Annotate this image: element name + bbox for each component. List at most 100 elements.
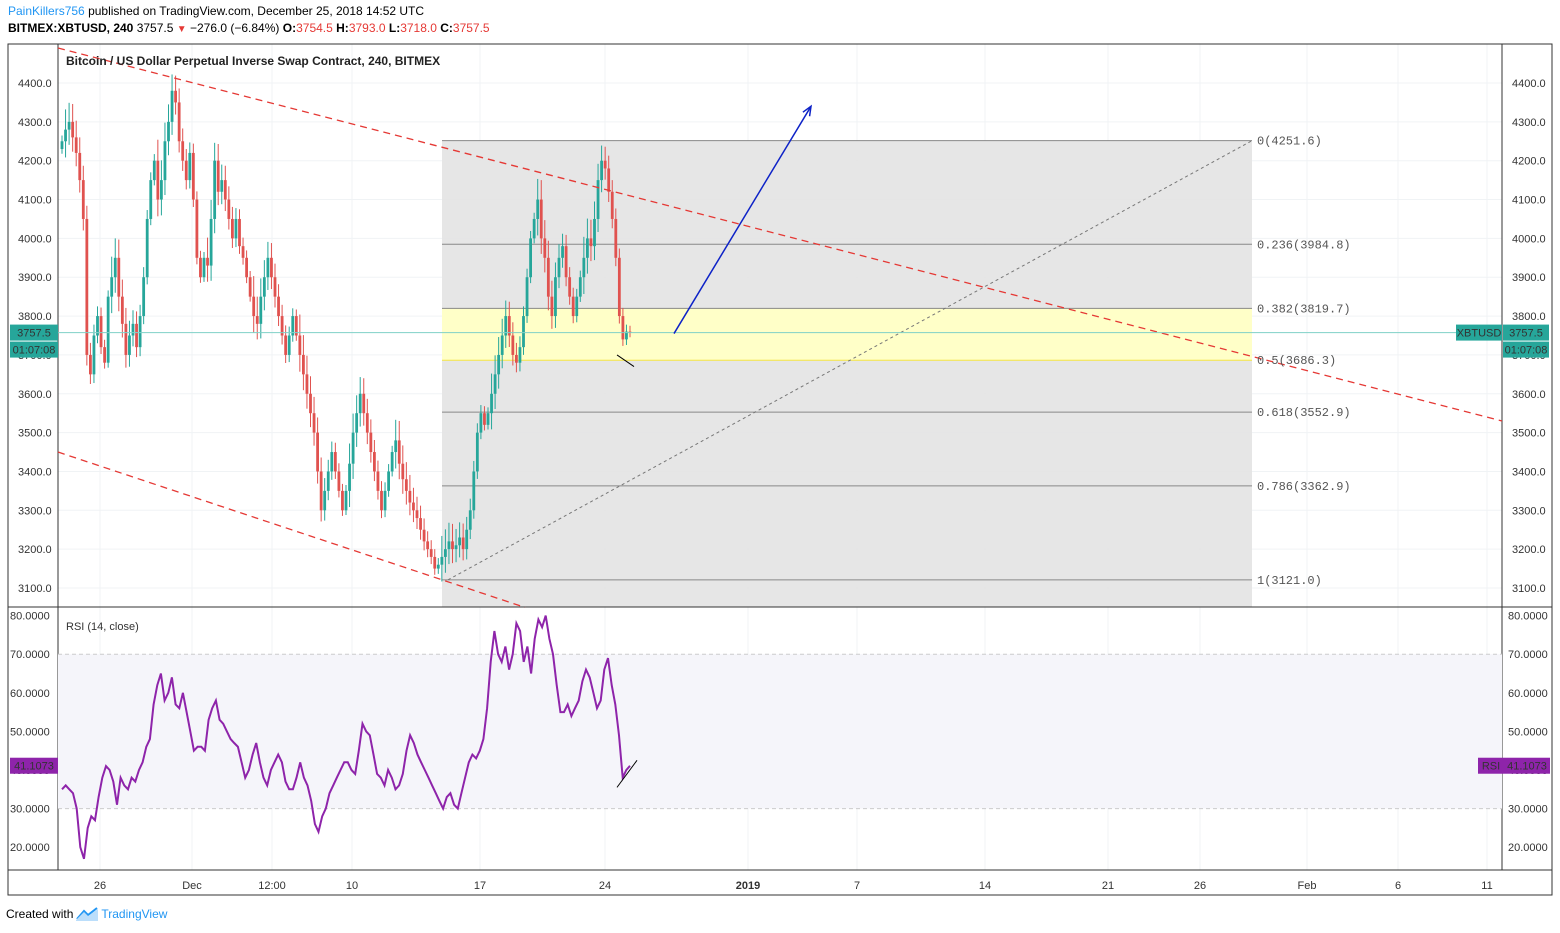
candle-body (433, 556, 437, 569)
candle-body (128, 335, 131, 355)
candle-body (550, 296, 554, 317)
candle (571, 287, 575, 324)
candle (543, 220, 547, 273)
candle (358, 377, 362, 427)
candle-body (536, 199, 540, 219)
countdown-tag-right-text: 01:07:08 (1505, 345, 1548, 357)
candle-body (582, 257, 586, 278)
candle (621, 307, 625, 346)
rsi-tag-right-text: 41.1073 (1507, 761, 1547, 773)
candle (213, 142, 217, 234)
candle-body (593, 218, 596, 247)
candle-body (539, 199, 543, 239)
low-label: L: (388, 21, 401, 35)
candle-body (202, 257, 206, 278)
candle-body (507, 316, 511, 336)
candle-body (497, 354, 501, 375)
rsi-tick-left: 30.0000 (10, 804, 50, 816)
price-tick-right: 4400.0 (1512, 78, 1546, 90)
candle (202, 251, 206, 282)
candle (568, 267, 572, 305)
candle-body (351, 432, 355, 464)
fib-level-label: 1(3121.0) (1257, 574, 1322, 588)
chart-frame (7, 43, 1553, 896)
author-name[interactable]: PainKillers756 (8, 4, 85, 18)
price-tick-right: 4200.0 (1512, 156, 1546, 168)
candle (167, 104, 170, 156)
candle-body (280, 316, 284, 336)
rsi-name-tag-bg (1478, 757, 1504, 774)
rsi-tick-right: 80.0000 (1508, 611, 1548, 623)
price-tag-left: 3757.5 (10, 324, 58, 341)
candle (266, 241, 270, 290)
candle (152, 154, 156, 186)
candle-body (422, 529, 426, 542)
candle-body (277, 296, 280, 317)
projection-arrow-line (673, 105, 812, 334)
candle-body (149, 180, 153, 219)
candle (351, 413, 355, 479)
price-tag-left-bg (10, 324, 58, 341)
rsi-tick-left: 20.0000 (10, 842, 50, 854)
candle-body (106, 296, 110, 363)
candle-body (373, 452, 376, 472)
tradingview-link[interactable]: TradingView (101, 907, 168, 921)
candle (78, 137, 82, 193)
rsi-tick-right: 70.0000 (1508, 649, 1548, 661)
candle-body (546, 257, 550, 297)
candle (277, 284, 280, 327)
candle (170, 74, 174, 135)
candle (333, 442, 337, 479)
candle (163, 122, 167, 196)
candle (223, 165, 227, 212)
candle (617, 248, 621, 324)
candle (383, 482, 387, 518)
rsi-name-tag-text: RSI (1482, 761, 1500, 773)
candle-body (404, 479, 408, 491)
rsi-tag-left: 41.1073 (10, 757, 58, 774)
candle (454, 528, 458, 563)
close-value: 3757.5 (452, 21, 490, 35)
candle-body (610, 191, 614, 219)
candle (603, 146, 607, 180)
candle-body (603, 160, 607, 169)
candle-body (500, 335, 504, 355)
candle-body (248, 277, 252, 297)
price-tick-right: 4000.0 (1512, 233, 1546, 245)
fib-highlight-zone (442, 308, 1252, 361)
candle (142, 267, 146, 325)
candle-body (227, 199, 231, 219)
candle (600, 145, 603, 193)
candle-body (199, 257, 202, 278)
candle-body (621, 316, 625, 340)
candle (67, 102, 71, 145)
candle-body (483, 413, 486, 425)
candle-body (586, 238, 589, 258)
candle (447, 522, 451, 565)
candle-body (344, 490, 348, 511)
candle (593, 201, 596, 261)
candle (128, 320, 131, 367)
candle (376, 460, 380, 500)
candle (426, 531, 430, 558)
candle (500, 318, 504, 369)
candle (291, 308, 295, 342)
candle-body (145, 218, 149, 278)
price-tick-left: 3600.0 (18, 389, 52, 401)
close-label: C: (440, 21, 453, 35)
x-tick-label: 26 (94, 880, 106, 892)
candle-body (273, 277, 277, 297)
candle (465, 516, 469, 560)
candle (429, 540, 433, 565)
candle (483, 406, 486, 431)
x-tick-label: 21 (1102, 880, 1114, 892)
candle-body (142, 277, 146, 317)
candle-body (89, 354, 92, 375)
candle (323, 478, 327, 521)
candle-body (266, 257, 270, 278)
candle (596, 163, 600, 233)
candle (227, 186, 231, 230)
candle (607, 155, 611, 203)
candle-body (479, 413, 483, 433)
